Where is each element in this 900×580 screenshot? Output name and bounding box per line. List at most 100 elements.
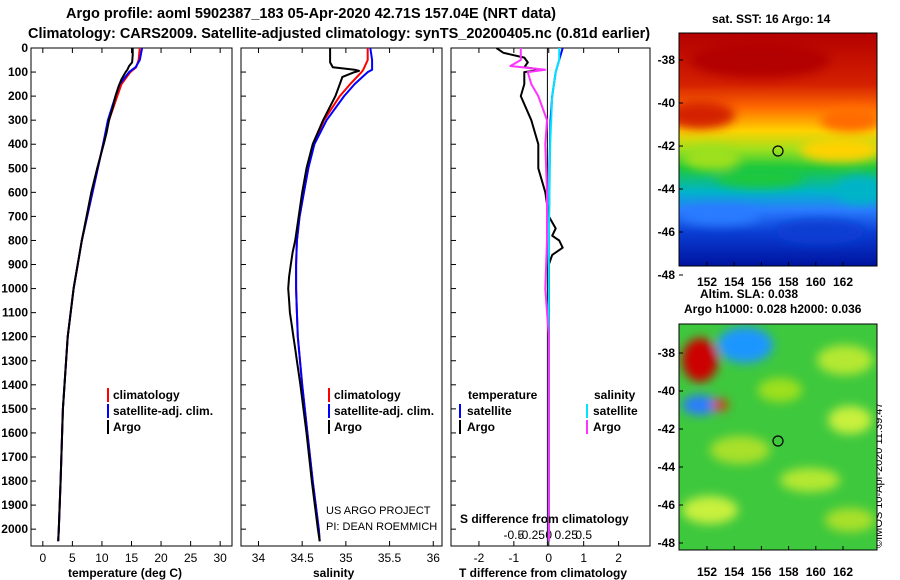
x-tick-label: 15	[125, 551, 139, 565]
depth-tick-label: 1300	[1, 354, 28, 368]
sst-map-frame	[678, 32, 878, 267]
map-lat-label: -38	[658, 53, 676, 67]
depth-axis: 0 100 200 300 400 500 600 700 800 900 1000 1100 1200…	[1, 41, 456, 536]
sst-argo-marker	[772, 145, 784, 157]
depth-tick-label: 100	[8, 65, 28, 79]
x-tick-label: 20	[154, 551, 168, 565]
depth-tick-label: 0	[21, 41, 28, 55]
map-lon-label: 152	[697, 275, 717, 289]
map-lon-label: 158	[779, 275, 799, 289]
sla-argo-marker	[772, 435, 784, 447]
x-tick-label: -1	[509, 551, 520, 565]
map-lon-label: 160	[806, 565, 826, 579]
map-lat-label: -46	[658, 498, 676, 512]
depth-tick-label: 800	[8, 233, 28, 247]
x-tick-label: 36	[427, 551, 441, 565]
temperature-series	[57, 48, 144, 542]
x-tick-label: 30	[213, 551, 227, 565]
legend-sal-argo: Argo	[593, 420, 621, 434]
x-tick-label: 10	[95, 551, 109, 565]
sst-map-title: sat. SST: 16 Argo: 14	[712, 12, 831, 26]
x-tick-label: 0	[545, 551, 552, 565]
legend-temp-satellite: satellite	[467, 404, 512, 418]
legend-argo: Argo	[334, 420, 362, 434]
depth-tick-label: 1800	[1, 474, 28, 488]
depth-tick-label: 500	[8, 161, 28, 175]
series-line-salinity-argo	[509, 48, 550, 542]
legend-satellite: satellite-adj. clim.	[334, 404, 434, 418]
x-tick-label: 2	[615, 551, 622, 565]
series-line-temperature-argo	[495, 48, 564, 542]
sla-map-frame	[678, 323, 878, 551]
salinity-series	[287, 48, 374, 542]
depth-tick-label: 300	[8, 113, 28, 127]
depth-tick-label: 1700	[1, 450, 28, 464]
map-lat-label: -40	[658, 384, 676, 398]
depth-tick-label: 1600	[1, 426, 28, 440]
depth-tick-label: 1100	[2, 306, 28, 320]
sst-map	[679, 33, 877, 266]
x2-tick-label: -0.25	[518, 528, 546, 542]
x-tick-label: 34.5	[290, 551, 314, 565]
x-axes: 0 5 10 15 20 25 30 34 34.5 35 35.5 36 -2 -1 0 1 2 -0.5-0.…	[39, 48, 622, 565]
map-lat-label: -42	[658, 422, 676, 436]
depth-tick-label: 2000	[1, 522, 28, 536]
salinity-panel-frame	[240, 47, 443, 547]
difference-series	[495, 48, 564, 542]
map-lon-label: 158	[779, 565, 799, 579]
salinity-xlabel: salinity	[313, 566, 355, 580]
depth-tick-label: 1000	[1, 282, 28, 296]
map-lat-label: -48	[658, 268, 676, 282]
map-lat-label: -40	[658, 96, 676, 110]
legend-sal-satellite: satellite	[593, 404, 638, 418]
project-name: US ARGO PROJECT	[326, 505, 431, 517]
x-tick-label: 1	[580, 551, 587, 565]
depth-tick-label: 1400	[1, 378, 28, 392]
map-lon-label: 154	[724, 565, 744, 579]
map-lat-label: -38	[658, 346, 676, 360]
map-lon-label: 154	[724, 275, 744, 289]
map-lat-label: -44	[658, 460, 676, 474]
legend-temperature-title: temperature	[468, 388, 538, 402]
legend-argo: Argo	[113, 420, 141, 434]
map-axes: -38 -40 -42 -44 -46 -48 152 154 156 158 160 162 -38 -…	[658, 53, 854, 579]
legend-climatology: climatology	[113, 388, 180, 402]
sla-map-title-1: Altim. SLA: 0.038	[700, 287, 799, 301]
difference-panel-frame	[450, 47, 651, 547]
series-line-argo	[57, 48, 134, 542]
x-tick-label: 34	[252, 551, 266, 565]
x-tick-label: -2	[474, 551, 485, 565]
series-line-climatology	[57, 48, 141, 542]
legend-climatology: climatology	[334, 388, 401, 402]
title-line-2: Climatology: CARS2009. Satellite-adjuste…	[28, 26, 651, 42]
x-tick-label: 35.5	[378, 551, 402, 565]
difference-xlabel: T difference from climatology	[459, 566, 627, 580]
legend-salinity-title: salinity	[594, 388, 636, 402]
map-lon-label: 160	[806, 275, 826, 289]
map-lat-label: -48	[658, 536, 676, 550]
map-lat-label: -46	[658, 225, 676, 239]
depth-tick-label: 600	[8, 185, 28, 199]
map-lon-label: 156	[751, 565, 771, 579]
depth-tick-label: 200	[8, 89, 28, 103]
project-pi: PI: DEAN ROEMMICH	[326, 521, 437, 533]
series-line-satellite-adj-clim-	[295, 48, 374, 542]
x2-tick-label: 0.5	[575, 528, 592, 542]
depth-tick-label: 1900	[1, 498, 28, 512]
map-lon-label: 162	[833, 565, 853, 579]
depth-tick-label: 700	[8, 209, 28, 223]
map-lon-label: 156	[751, 275, 771, 289]
x-tick-label: 35	[339, 551, 353, 565]
sla-map	[679, 324, 877, 550]
depth-tick-label: 400	[8, 137, 28, 151]
difference-x2-label: S difference from climatology	[460, 512, 629, 526]
series-line-salinity-satellite	[547, 48, 561, 542]
x2-tick-label: 0.25	[555, 528, 579, 542]
sla-map-title-2: Argo h1000: 0.028 h2000: 0.036	[684, 302, 862, 316]
temperature-xlabel: temperature (deg C)	[68, 566, 182, 580]
x-tick-label: 5	[69, 551, 76, 565]
x-tick-label: 0	[39, 551, 46, 565]
x-tick-label: 25	[184, 551, 198, 565]
depth-tick-label: 1500	[1, 402, 28, 416]
